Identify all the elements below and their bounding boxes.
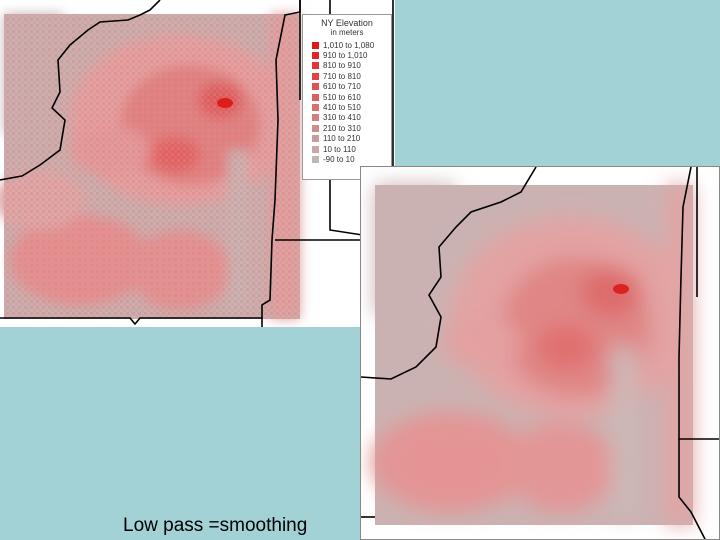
legend-row: 910 to 1,010 — [303, 50, 391, 60]
legend-label: 210 to 310 — [323, 123, 361, 133]
legend-label: 610 to 710 — [323, 82, 361, 92]
legend-label: -90 to 10 — [323, 154, 355, 164]
legend-swatch — [312, 93, 319, 101]
smoothed-elevation-map — [360, 166, 720, 540]
legend-swatch — [312, 104, 319, 112]
legend-swatch — [312, 62, 319, 70]
high-peak-smoothed — [613, 284, 629, 294]
legend-label: 910 to 1,010 — [323, 51, 368, 61]
legend-swatch — [312, 41, 319, 49]
legend-label: 1,010 to 1,080 — [323, 40, 375, 50]
legend-swatch — [312, 135, 319, 143]
legend-label: 10 to 110 — [323, 144, 356, 154]
original-elevation-map: NY Elevation in meters 1,010 to 1,080 910… — [0, 0, 395, 327]
legend-label: 510 to 610 — [323, 92, 361, 102]
state-boundaries-smoothed — [361, 167, 719, 539]
legend-row: 1,010 to 1,080 — [303, 40, 391, 50]
legend-swatch — [312, 114, 319, 122]
legend-swatch — [312, 72, 319, 80]
legend-swatch — [312, 83, 319, 91]
smoothed-surface — [371, 185, 693, 525]
legend-row: 710 to 810 — [303, 71, 391, 81]
smoothed-map-canvas — [361, 167, 719, 539]
legend-label: 410 to 510 — [323, 103, 361, 113]
legend-row: 10 to 110 — [303, 144, 391, 154]
elevation-legend: NY Elevation in meters 1,010 to 1,080 910… — [302, 14, 392, 180]
legend-row: 310 to 410 — [303, 113, 391, 123]
legend-swatch — [312, 52, 319, 60]
legend-label: 110 to 210 — [323, 134, 361, 144]
slide-caption: Low pass =smoothing — [123, 515, 308, 536]
legend-title: NY Elevation — [321, 18, 373, 28]
legend-row: 210 to 310 — [303, 123, 391, 133]
legend-subtitle: in meters — [330, 28, 364, 37]
legend-row: 610 to 710 — [303, 82, 391, 92]
legend-swatch — [312, 145, 319, 153]
legend-row: 110 to 210 — [303, 134, 391, 144]
legend-swatch — [312, 124, 319, 132]
legend-row: 510 to 610 — [303, 92, 391, 102]
raster-noise — [4, 14, 300, 319]
legend-row: -90 to 10 — [303, 154, 391, 164]
high-peak-original — [217, 98, 233, 108]
legend-label: 310 to 410 — [323, 113, 361, 123]
legend-label: 810 to 910 — [323, 61, 361, 71]
legend-label: 710 to 810 — [323, 71, 361, 81]
legend-row: 810 to 910 — [303, 61, 391, 71]
legend-row: 410 to 510 — [303, 102, 391, 112]
legend-swatch — [312, 155, 319, 163]
